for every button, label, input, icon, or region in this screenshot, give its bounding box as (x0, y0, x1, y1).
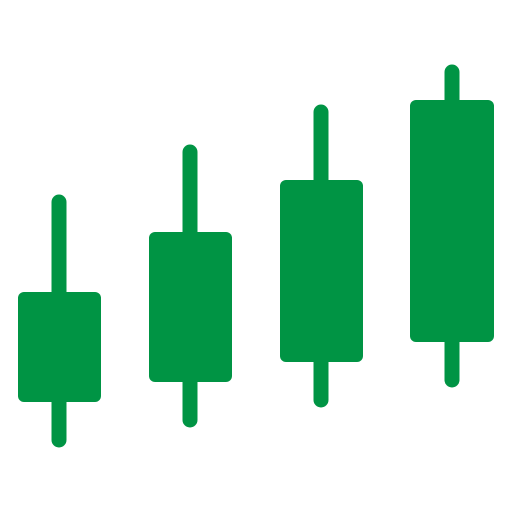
candle-2-body (149, 232, 232, 382)
candle-4-body (410, 100, 494, 342)
candle-2 (149, 144, 232, 428)
candle-1-body (18, 292, 101, 402)
candle-3-body (280, 180, 363, 362)
candle-3 (280, 104, 363, 408)
candle-1 (18, 194, 101, 448)
candles-group (18, 64, 494, 448)
candle-4 (410, 64, 494, 388)
